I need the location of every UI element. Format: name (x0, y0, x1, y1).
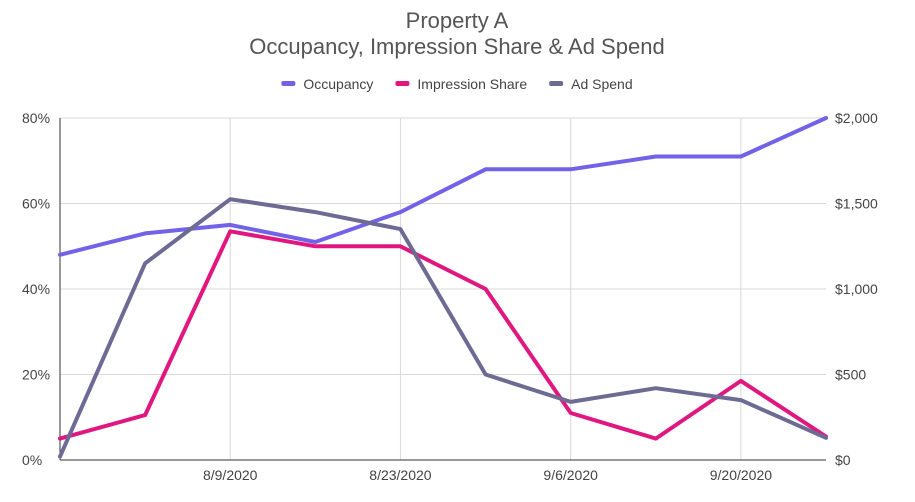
series-lines (58, 116, 828, 459)
chart-subtitle: Occupancy, Impression Share & Ad Spend (249, 34, 664, 59)
tick-labels: 0% 20% 40% 60% 80% $0 $500 $1,000 $1,500 $2,000 8/… (22, 110, 878, 483)
y-right-tick-label: $2,000 (835, 110, 878, 126)
legend-swatch (395, 81, 410, 86)
y-right-tick-label: $500 (835, 367, 866, 383)
legend-label: Occupancy (303, 76, 373, 92)
chart-title: Property A (406, 8, 509, 33)
axes (59, 118, 826, 461)
x-tick-label: 9/6/2020 (543, 467, 598, 483)
gridlines (60, 117, 826, 460)
x-tick-label: 8/9/2020 (203, 467, 258, 483)
legend-item: Impression Share (395, 76, 527, 92)
legend-label: Ad Spend (571, 76, 633, 92)
y-right-tick-label: $1,500 (835, 196, 878, 212)
legend-item: Occupancy (281, 76, 373, 92)
y-left-tick-label: 40% (22, 281, 50, 297)
legend-item: Ad Spend (549, 76, 633, 92)
y-right-tick-label: $1,000 (835, 281, 878, 297)
series-line-occupancy (58, 116, 828, 257)
y-left-tick-label: 80% (22, 110, 50, 126)
legend: Occupancy Impression Share Ad Spend (281, 76, 633, 92)
y-left-tick-label: 0% (22, 452, 42, 468)
legend-label: Impression Share (417, 76, 527, 92)
y-right-tick-label: $0 (835, 452, 851, 468)
x-tick-label: 9/20/2020 (710, 467, 772, 483)
x-tick-label: 8/23/2020 (369, 467, 431, 483)
y-left-tick-label: 60% (22, 196, 50, 212)
y-left-tick-label: 20% (22, 367, 50, 383)
legend-swatch (549, 81, 564, 86)
legend-swatch (281, 81, 296, 86)
series-line-impression-share (58, 229, 828, 441)
series-line-ad-spend (58, 197, 828, 459)
